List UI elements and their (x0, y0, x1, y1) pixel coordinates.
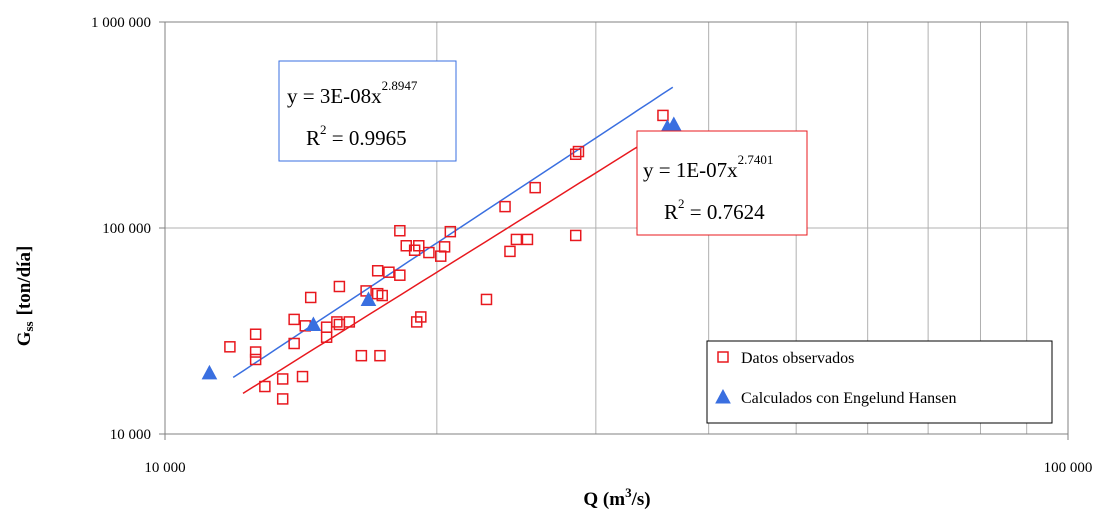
observed-point (569, 229, 582, 242)
x-axis-title-sup: 3 (625, 485, 632, 500)
r2-calculated-sup: 2 (320, 122, 327, 137)
y-tick-labels: 10 000 100 000 1 000 000 (91, 15, 165, 443)
observed-point (383, 266, 395, 278)
calculated-point (305, 316, 322, 332)
trendline-calculated (232, 86, 674, 379)
calculated-point (201, 364, 218, 380)
observed-point (504, 245, 516, 258)
observed-point (249, 346, 262, 358)
observed-point (333, 318, 346, 331)
observed-point (249, 328, 262, 340)
y-axis-title-main: G (14, 331, 35, 346)
equation-box-observed: y = 1E-07x2.7401 R2 = 0.7624 (636, 130, 808, 236)
observed-point (249, 353, 262, 366)
observed-point (224, 341, 236, 353)
observed-point (296, 370, 309, 383)
observed-point (376, 289, 388, 302)
equation-observed-base: y = 1E-07x (643, 158, 738, 182)
observed-point (415, 311, 427, 323)
equation-box-observed-frame (636, 130, 808, 236)
equation-calculated-base: y = 3E-08x (287, 84, 382, 108)
x-tick-label: 100 000 (1044, 460, 1093, 476)
observed-point (529, 181, 541, 194)
observed-point (331, 316, 343, 328)
observed-point (423, 246, 435, 259)
calculated-point (360, 291, 377, 306)
legend-marker-observed (717, 351, 729, 363)
trend-lines (232, 86, 674, 395)
r2-calculated: R2 = 0.9965 (306, 122, 407, 150)
equation-calculated: y = 3E-08x2.8947 (287, 78, 418, 108)
legend: Datos observados Calculados con Engelund… (706, 340, 1053, 424)
legend-label-observed: Datos observados (741, 350, 854, 367)
observed-point (521, 233, 534, 246)
observed-point (374, 349, 386, 362)
y-axis-title: Gss [ton/día] (14, 246, 36, 347)
observed-point (259, 380, 271, 393)
observed-point (413, 240, 425, 252)
observed-point (320, 321, 333, 333)
equation-box-calculated-frame (278, 60, 457, 162)
x-axis-title-base: Q (m (583, 489, 625, 510)
observed-point (438, 241, 451, 253)
observed-point (276, 373, 289, 385)
observed-point (394, 224, 406, 237)
observed-point (304, 291, 317, 304)
data-points (201, 109, 682, 405)
r2-observed-label: R (664, 200, 678, 224)
x-axis-title-tail: /s) (631, 489, 651, 510)
y-tick-label: 1 000 000 (91, 15, 151, 31)
r2-observed: R2 = 0.7624 (664, 196, 765, 224)
y-tick-label: 10 000 (110, 427, 151, 443)
r2-observed-value: = 0.7624 (685, 200, 766, 224)
grid-lines (165, 22, 1068, 434)
observed-point (343, 316, 356, 328)
observed-point (657, 109, 669, 122)
observed-point (288, 337, 300, 350)
observed-point (333, 280, 346, 293)
legend-marker-calculated (715, 388, 731, 404)
observed-point (394, 269, 406, 281)
observed-point (371, 265, 384, 277)
r2-calculated-value: = 0.9965 (327, 126, 407, 150)
observed-point (288, 313, 300, 326)
equation-observed: y = 1E-07x2.7401 (643, 152, 773, 182)
x-tick-label: 10 000 (144, 460, 185, 476)
equation-observed-exponent: 2.7401 (738, 152, 774, 167)
observed-point (569, 148, 582, 161)
observed-point (444, 225, 457, 238)
x-axis-title: Q (m3/s) (583, 485, 650, 510)
y-axis-title-tail: [ton/día] (14, 246, 35, 316)
equation-calculated-exponent: 2.8947 (382, 78, 418, 93)
observed-point (480, 293, 493, 306)
equation-box-calculated: y = 3E-08x2.8947 R2 = 0.9965 (278, 60, 457, 162)
r2-observed-sup: 2 (678, 196, 685, 211)
legend-label-calculated: Calculados con Engelund Hansen (741, 390, 957, 407)
trendline-observed (242, 129, 665, 395)
y-axis-title-sub: ss (21, 321, 36, 331)
observed-point (499, 200, 511, 213)
observed-point (355, 349, 368, 362)
observed-point (510, 233, 523, 246)
observed-point (572, 145, 585, 158)
y-tick-label: 100 000 (102, 221, 151, 237)
r2-calculated-label: R (306, 126, 320, 150)
x-tick-labels: 10 000 100 000 (144, 434, 1092, 476)
legend-frame (706, 340, 1053, 424)
observed-point (276, 393, 289, 405)
